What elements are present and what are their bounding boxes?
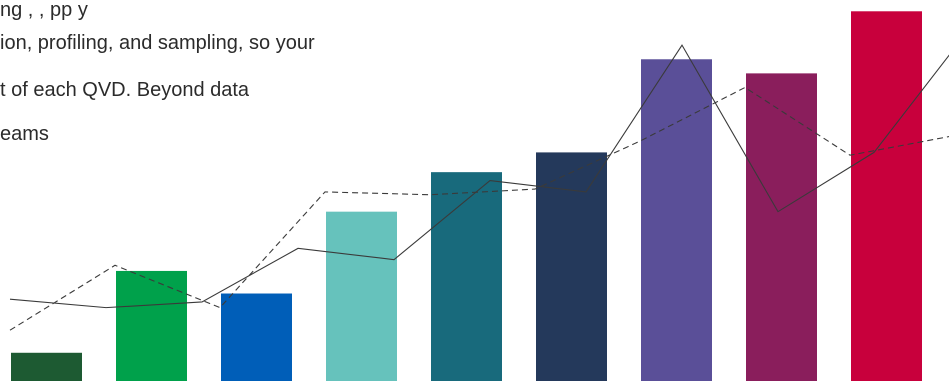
bar-5 <box>431 172 502 381</box>
dashed-trend-line <box>9 86 949 331</box>
bar-3 <box>221 293 292 381</box>
bar-9 <box>851 11 922 381</box>
bar-2 <box>116 270 187 381</box>
trend-lines-group <box>9 44 949 331</box>
paragraph-line-4: eams <box>0 123 49 145</box>
bar-6 <box>536 152 607 381</box>
paragraph-line-3: t of each QVD. Beyond data <box>0 79 250 101</box>
paragraph-line-1: ng , , pp y <box>0 0 88 21</box>
bar-4 <box>326 211 397 381</box>
bar-7 <box>641 59 712 381</box>
paragraph-line-2: ion, profiling, and sampling, so your <box>0 32 315 54</box>
solid-trend-line <box>9 44 949 309</box>
bar-8 <box>746 73 817 381</box>
bars-group <box>11 11 922 381</box>
bar-1 <box>11 352 82 381</box>
